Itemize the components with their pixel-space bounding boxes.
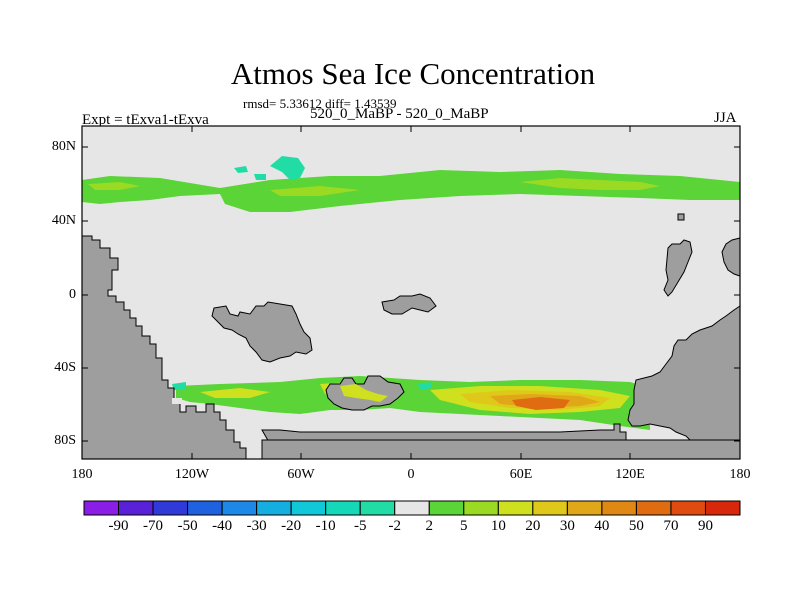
hole-in-land [172, 398, 182, 404]
land-se-america [627, 305, 741, 445]
nh-ice-band-mid [520, 178, 660, 190]
lon-label: 120E [615, 467, 645, 482]
colorbar-swatch [635, 500, 672, 516]
colorbar-label: 5 [460, 518, 468, 534]
colorbar-swatch [463, 500, 499, 516]
stats-text: rmsd= 5.33612 diff= 1.43539 [243, 96, 397, 111]
colorbar-label: 10 [490, 518, 506, 534]
colorbar-swatch [704, 500, 741, 516]
colorbar-swatch [256, 500, 292, 516]
colorbar-swatch [118, 500, 154, 516]
cyan-patch [254, 174, 266, 180]
lat-ticks [82, 146, 740, 442]
colorbar-swatch [325, 500, 361, 516]
lon-label: 180 [729, 467, 751, 482]
colorbar-swatch [221, 500, 258, 516]
lat-label: 40N [51, 213, 76, 228]
colorbar-label: 2 [425, 518, 434, 534]
land-antarctic-south [261, 439, 741, 460]
lon-label: 0 [407, 467, 415, 482]
colorbar-label: 40 [594, 518, 610, 534]
colorbar-label: -20 [281, 518, 302, 534]
sh-ice-mid [200, 388, 270, 398]
cyan-patch [234, 166, 248, 173]
colorbar-swatch [359, 500, 396, 516]
hole-in-land [340, 384, 388, 402]
season-label: JJA [714, 110, 737, 126]
colorbar-swatch [152, 500, 189, 516]
colorbar-label: -30 [246, 518, 267, 534]
colorbar-swatch [394, 500, 430, 516]
lon-label: 60W [287, 467, 315, 482]
colorbar-swatch [670, 500, 706, 516]
experiment-label: Expt = tExva1-tExva [82, 112, 209, 128]
period-label: 520_0_MaBP - 520_0_MaBP [310, 106, 489, 122]
colorbar-label: -70 [143, 518, 164, 534]
sh-ice-peak [512, 397, 570, 410]
lat-label: 40S [54, 360, 76, 375]
lon-label: 60E [509, 467, 533, 482]
cyan-patch [270, 156, 305, 180]
colorbar-label: 30 [559, 518, 575, 534]
colorbar-label: 90 [697, 518, 713, 534]
colorbar-swatch [497, 500, 534, 516]
colorbar-swatch [601, 500, 637, 516]
cyan-patch [172, 382, 186, 390]
lon-label: 180 [71, 467, 93, 482]
colorbar-swatch [532, 500, 568, 516]
colorbar-swatch [428, 500, 465, 516]
nh-ice-band-mid [88, 182, 140, 190]
land-east-australia [721, 237, 741, 277]
lon-ticks [81, 126, 741, 459]
lat-label: 80S [54, 433, 76, 448]
colorbar-swatch [83, 500, 120, 516]
colorbar-swatch [566, 500, 603, 516]
colorbar-label: -40 [212, 518, 233, 534]
land-africa [211, 301, 313, 363]
lat-label: 0 [69, 287, 76, 302]
colorbar [83, 500, 741, 516]
land-west-america [81, 235, 247, 460]
nh-ice-band-mid [270, 186, 360, 196]
land-small [677, 213, 685, 221]
colorbar-label: -2 [388, 518, 401, 534]
colorbar-label: 70 [663, 518, 679, 534]
plot-title: Atmos Sea Ice Concentration [230, 56, 596, 91]
land-east-asia-strip [663, 239, 693, 297]
colorbar-swatch [290, 500, 327, 516]
colorbar-label: -5 [353, 518, 367, 534]
lon-label: 120W [174, 467, 210, 482]
lat-label: 80N [51, 139, 76, 154]
colorbar-label: -90 [108, 518, 129, 534]
land-small-island [381, 293, 437, 315]
colorbar-swatch [187, 500, 223, 516]
colorbar-label: -10 [315, 518, 336, 534]
colorbar-label: -50 [177, 518, 198, 534]
cyan-patch [418, 382, 432, 390]
colorbar-label: 20 [525, 518, 541, 534]
colorbar-label: 50 [628, 518, 644, 534]
land-masses [81, 213, 741, 460]
nh-ice-small [168, 184, 184, 191]
